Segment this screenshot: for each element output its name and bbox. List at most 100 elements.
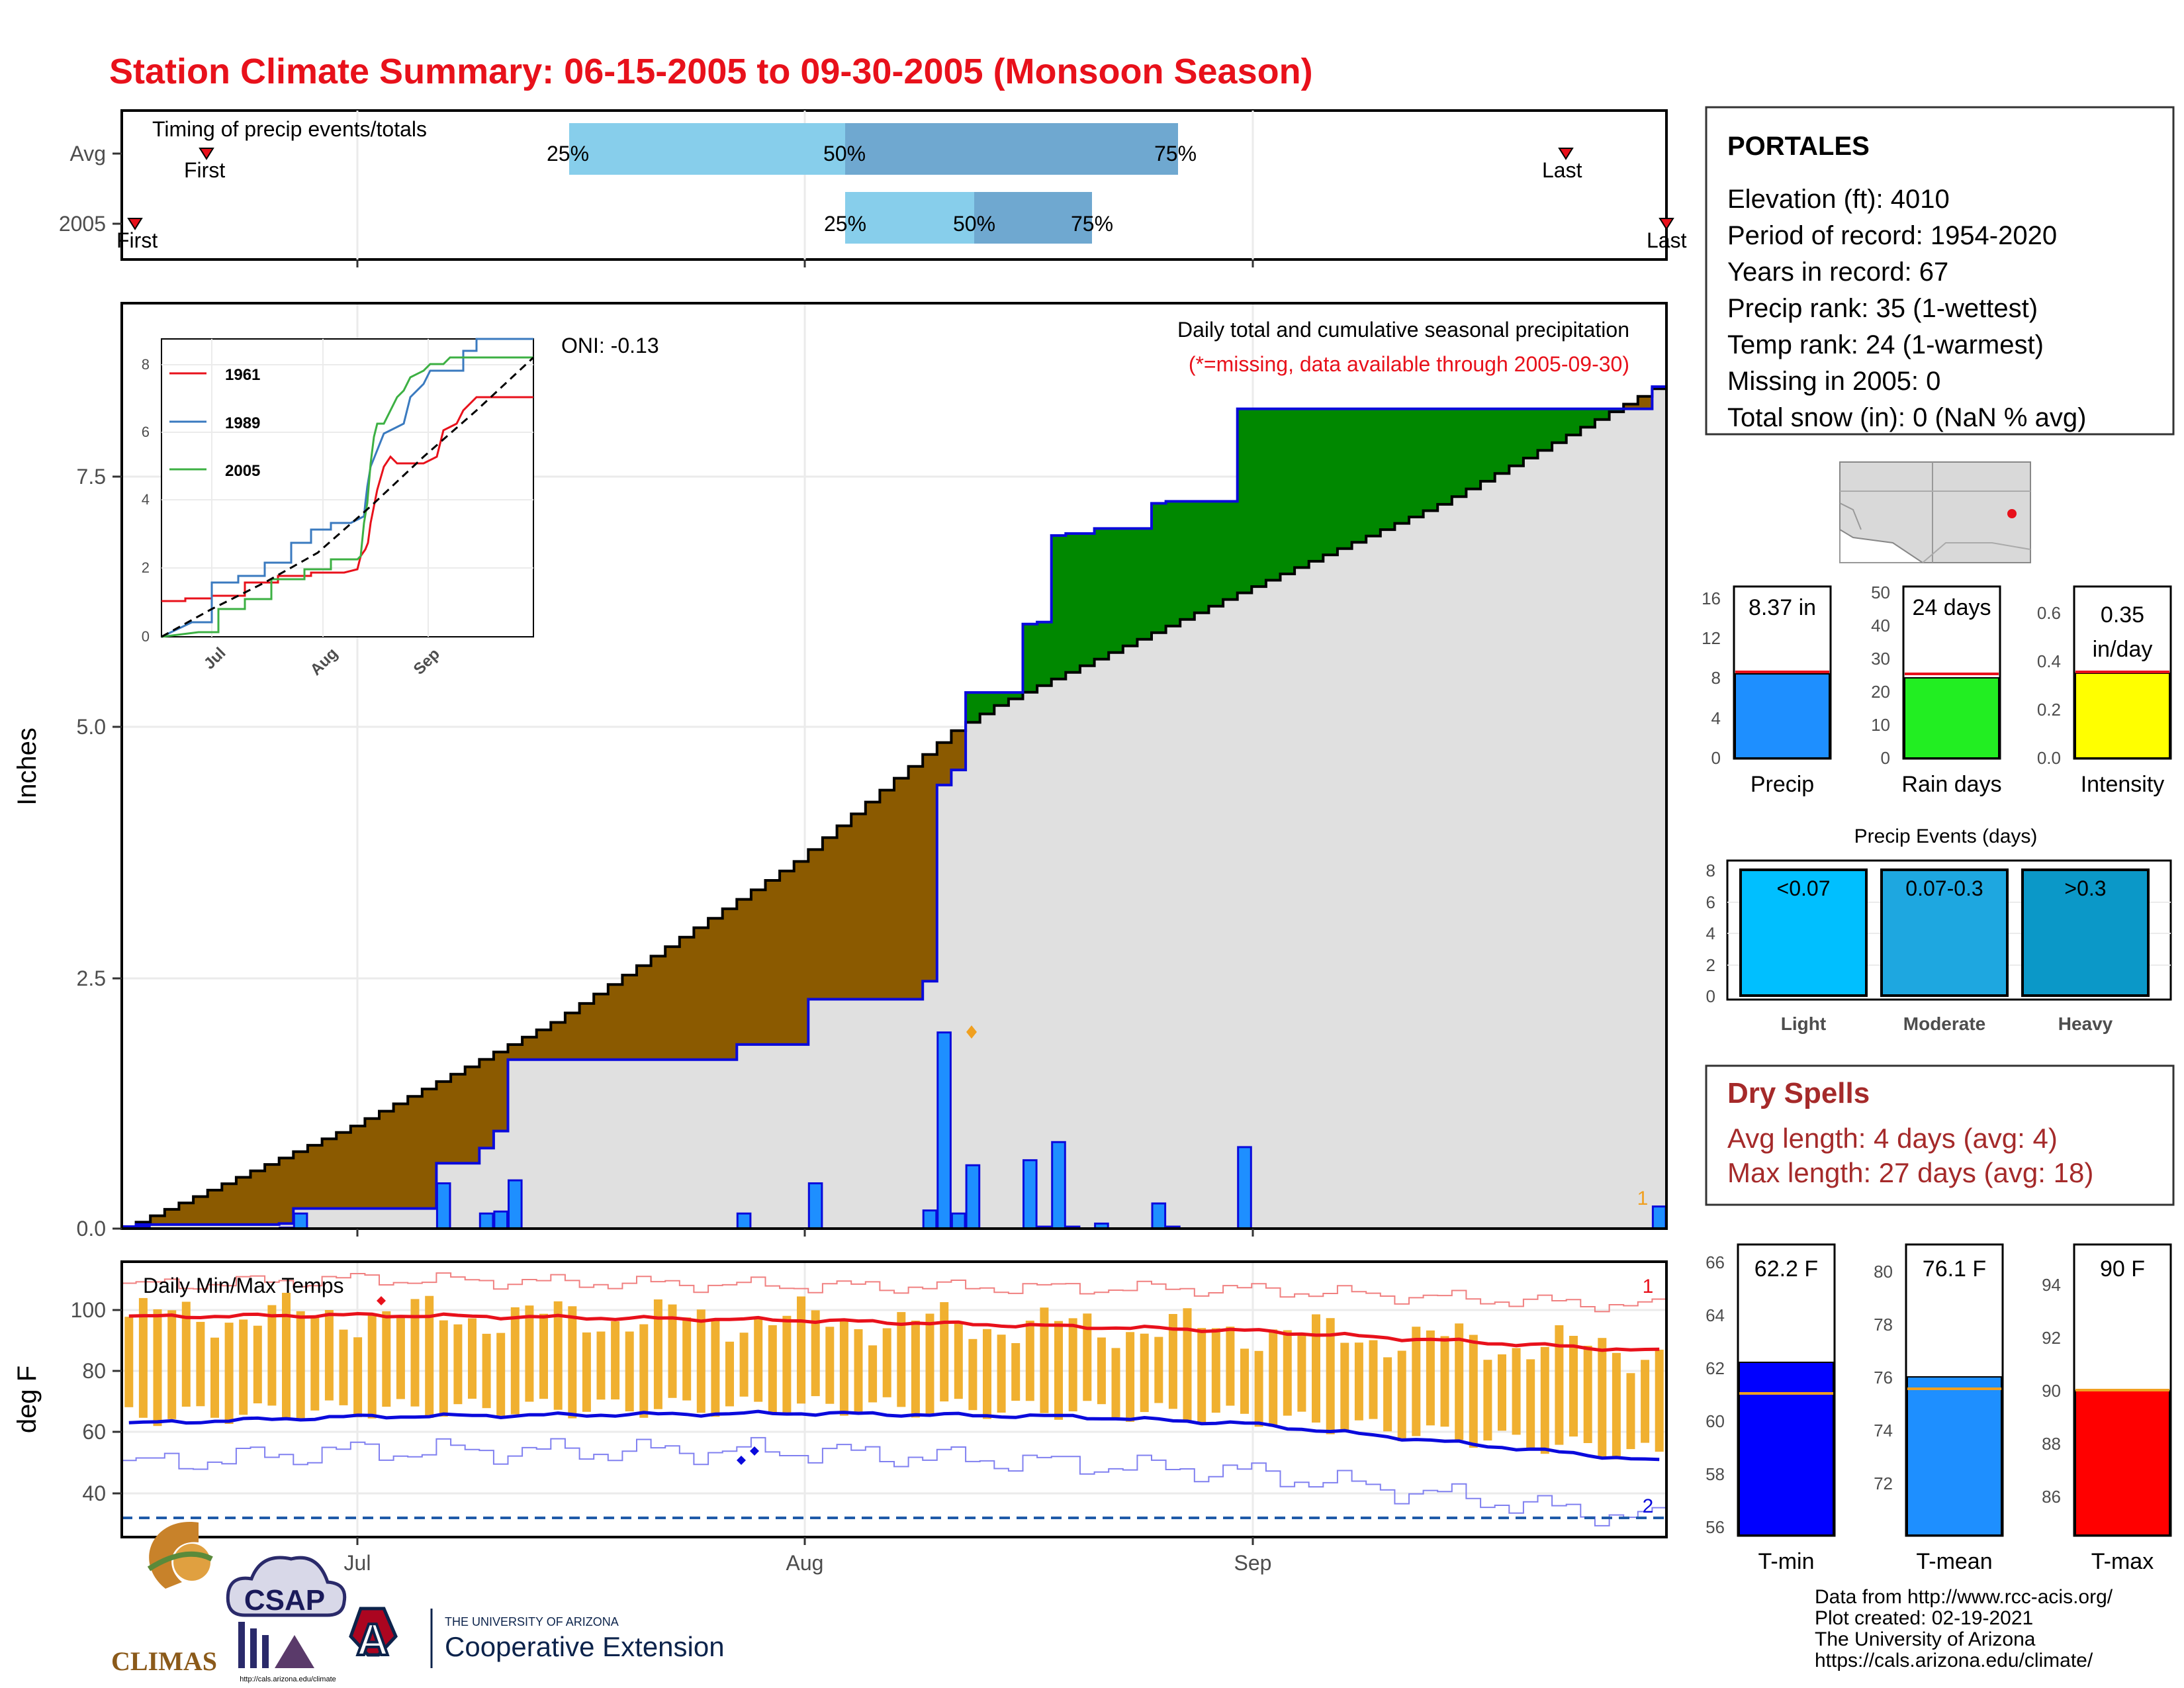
station-precip-rank: Precip rank: 35 (1-wettest) [1727, 294, 2038, 323]
temp-range-bar [940, 1302, 949, 1402]
precip-ytick: 7.5 [77, 465, 106, 489]
record-low-marker [737, 1456, 746, 1465]
temp-label: Daily Min/Max Temps [143, 1274, 343, 1297]
inset-legend-1961: 1961 [225, 366, 260, 384]
temp-range-bar [1598, 1338, 1607, 1457]
station-info-box: PORTALES Elevation (ft): 4010 Period of … [1705, 106, 2175, 436]
temp-range-bar [625, 1331, 634, 1412]
stat-bar-intensity-unit: in/day [2093, 637, 2153, 662]
temp-range-bar [1512, 1348, 1521, 1435]
temp-range-bar [1440, 1336, 1449, 1427]
temp-range-bar [396, 1317, 405, 1399]
stat-bar-precip-ytick: 16 [1702, 588, 1721, 608]
temp-bar-tmax-value: 90 F [2100, 1256, 2145, 1282]
temp-range-bar [1412, 1327, 1421, 1436]
temp-range-bar [1054, 1321, 1063, 1420]
record-high-line [122, 1272, 1666, 1313]
temp-range-bar [1269, 1329, 1278, 1427]
avg-first-label: First [184, 158, 225, 182]
temp-range-bar [453, 1324, 463, 1405]
temp-bar-tmax-ytick: 88 [2042, 1434, 2061, 1454]
temp-range-bar [925, 1313, 934, 1414]
temp-range-bar [353, 1337, 363, 1417]
temp-range-bar [1168, 1314, 1177, 1409]
precip-ytick: 0.0 [77, 1217, 106, 1241]
temp-range-bar [839, 1320, 848, 1416]
temp-range-bar [1369, 1340, 1378, 1419]
temp-range-bar [739, 1333, 749, 1397]
precip-bar [807, 1182, 823, 1230]
stat-bar-intensity-ytick: 0.4 [2037, 651, 2061, 671]
temp-ytick: 40 [82, 1481, 106, 1505]
temp-range-bar [1483, 1360, 1492, 1441]
temp-range-bar [897, 1312, 906, 1407]
temp-range-bar [181, 1301, 191, 1407]
temp-bar-tmean-ytick: 76 [1874, 1368, 1893, 1387]
temp-range-bar [696, 1309, 705, 1413]
avg-last-label: Last [1542, 158, 1582, 182]
temp-range-bar [1312, 1314, 1320, 1423]
temp-ytick: 60 [82, 1420, 106, 1444]
events-label-heavy: Heavy [2058, 1013, 2113, 1034]
y2005-p25: 25% [824, 212, 866, 236]
inset-ytick: 6 [142, 424, 150, 440]
climas-logo[interactable]: CLIMAS [111, 1522, 217, 1676]
temp-range-bar [1540, 1346, 1549, 1454]
temp-bar-tmin-ytick: 64 [1706, 1305, 1725, 1325]
avg-cumulative-area [122, 389, 1666, 1229]
timing-row-avg: Avg [69, 142, 106, 165]
precip-bar [1051, 1141, 1066, 1230]
temp-range-bar [911, 1321, 920, 1418]
timing-panel: Timing of precip events/totals Avg 2005 … [59, 109, 1687, 267]
stat-bar-intensity-fill [2075, 673, 2170, 759]
temp-bar-tmin-ytick: 58 [1706, 1464, 1725, 1484]
temp-range-bar [811, 1310, 820, 1397]
avg-max-line [128, 1311, 1660, 1352]
csap-logo[interactable]: CSAP http://cals.arizona.edu/climate [226, 1556, 347, 1683]
stat-bar-precip-value: 8.37 in [1749, 595, 1816, 620]
inset-ytick: 4 [142, 491, 150, 508]
stat-bar-intensity-ytick: 0.2 [2037, 700, 2061, 720]
dry-spells-avg: Avg length: 4 days (avg: 4) [1727, 1123, 2058, 1154]
locator-map [1839, 461, 2031, 563]
temp-range-bar [1569, 1336, 1578, 1437]
precip-bar [736, 1212, 752, 1230]
stat-bar-raindays-value: 24 days [1912, 595, 1991, 620]
precip-bar [1651, 1205, 1667, 1230]
page-title: Station Climate Summary: 06-15-2005 to 0… [109, 52, 1313, 91]
events-ytick: 6 [1706, 892, 1715, 912]
temp-range-bar [1297, 1333, 1306, 1412]
avg-iqr-lower [569, 123, 845, 175]
stat-bar-raindays-ytick: 50 [1871, 583, 1890, 602]
temp-bar-tmin-fill [1739, 1362, 1834, 1536]
stat-bar-raindays-ytick: 40 [1871, 616, 1890, 635]
ua-extension-logo[interactable]: A THE UNIVERSITY OF ARIZONA Cooperative … [349, 1607, 725, 1668]
temp-range-bar [668, 1304, 677, 1398]
temp-range-bar [153, 1309, 162, 1427]
temp-range-bar [568, 1306, 577, 1419]
temp-range-bar [196, 1321, 205, 1407]
precip-bar [1023, 1159, 1038, 1230]
precip-bar [478, 1212, 494, 1230]
temp-panel: Daily Min/Max Temps 1 2 40 60 80 100 Jul… [13, 1260, 1668, 1575]
temp-range-bar [582, 1332, 591, 1412]
ua-logo-big-text: Cooperative Extension [445, 1631, 725, 1662]
stat-bar-raindays-ytick: 10 [1871, 715, 1890, 735]
temp-range-bar [1183, 1308, 1192, 1422]
record-low-line [122, 1436, 1666, 1526]
stat-bar-precip-ytick: 12 [1702, 628, 1721, 648]
temp-bar-tmean-value: 76.1 F [1923, 1256, 1986, 1282]
events-bar-moderate [1880, 868, 2009, 997]
events-range-heavy: >0.3 [2064, 876, 2106, 900]
temp-range-bar [968, 1338, 978, 1411]
temp-bar-tmax-fill [2075, 1390, 2170, 1536]
temp-range-bar [596, 1331, 606, 1400]
y2005-p50: 50% [953, 212, 995, 236]
x-tick-sep: Sep [1234, 1551, 1272, 1575]
oni-label: ONI: -0.13 [561, 334, 659, 357]
csap-logo-url: http://cals.arizona.edu/climate [240, 1675, 336, 1683]
temp-range-bar [653, 1299, 662, 1409]
stat-bar-intensity-ytick: 0.0 [2037, 748, 2061, 768]
station-period: Period of record: 1954-2020 [1727, 221, 2057, 250]
